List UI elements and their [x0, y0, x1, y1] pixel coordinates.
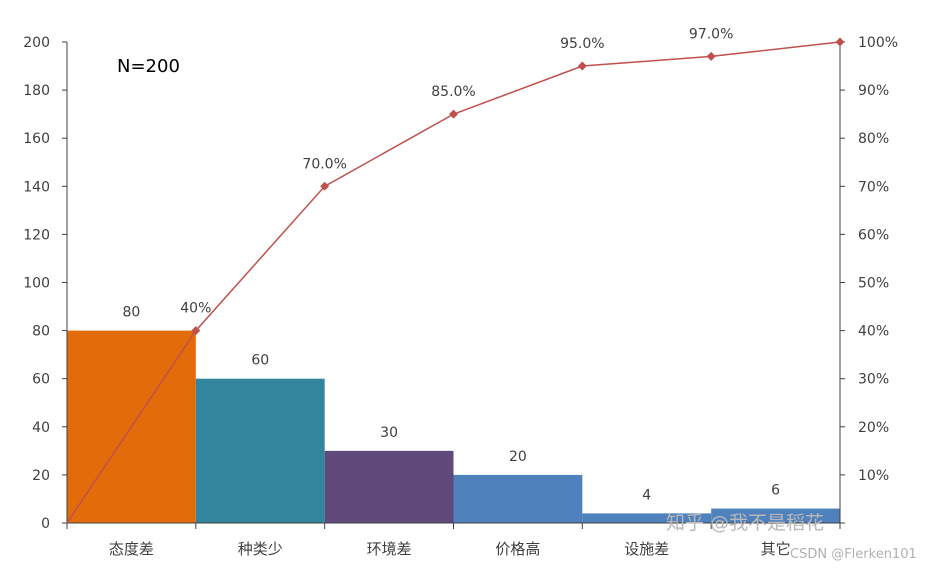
watermark-zhihu: 知乎 @我不是稻花	[666, 512, 824, 534]
bar-2	[195, 378, 325, 523]
right-tick-label: 60%	[858, 227, 889, 243]
cumulative-layer	[66, 37, 845, 524]
right-tick-label: 70%	[858, 179, 889, 195]
category-label-3: 环境差	[367, 540, 412, 558]
left-tick-label: 160	[23, 131, 50, 147]
bar-3	[324, 450, 454, 523]
cumulative-label-4: 95.0%	[560, 36, 604, 52]
cumulative-point-2	[320, 181, 330, 191]
watermark-csdn: CSDN @Flerken101	[790, 547, 917, 562]
category-label-4: 价格高	[495, 540, 540, 558]
left-tick-label: 140	[23, 179, 50, 195]
left-tick-label: 20	[32, 468, 50, 484]
left-tick-label: 0	[41, 516, 50, 532]
cumulative-label-2: 70.0%	[302, 156, 346, 172]
left-tick-label: 180	[23, 83, 50, 99]
cumulative-point-1	[191, 326, 201, 336]
bar-value-label-1: 80	[123, 305, 141, 321]
right-tick-label: 100%	[858, 35, 898, 51]
cumulative-point-5	[706, 51, 716, 61]
bar-value-label-5: 4	[642, 487, 651, 503]
right-tick-label: 10%	[858, 468, 889, 484]
cumulative-point-4	[577, 61, 587, 71]
category-label-1: 态度差	[109, 540, 154, 558]
left-tick-label: 40	[32, 420, 50, 436]
cumulative-label-1: 40%	[180, 301, 211, 317]
right-tick-label: 50%	[858, 276, 889, 292]
left-tick-label: 80	[32, 324, 50, 340]
cumulative-label-3: 85.0%	[431, 84, 475, 100]
bar-value-label-2: 60	[251, 353, 269, 369]
cumulative-point-6	[835, 37, 845, 47]
bar-value-label-4: 20	[509, 449, 527, 465]
left-tick-label: 120	[23, 227, 50, 243]
bar-value-label-3: 30	[380, 425, 398, 441]
bar-6	[711, 508, 840, 523]
right-tick-label: 20%	[858, 420, 889, 436]
category-label-5: 设施差	[624, 540, 669, 558]
right-tick-label: 30%	[858, 372, 889, 388]
cumulative-label-5: 97.0%	[689, 26, 733, 42]
right-tick-label: 90%	[858, 83, 889, 99]
bars-layer	[67, 330, 840, 523]
axes-layer: 0 20 40 60 80 100 120 140 160 180 200 10% 20% 30% 40% 5…	[23, 35, 898, 532]
left-tick-label: 100	[23, 276, 50, 292]
left-tick-label: 200	[23, 35, 50, 51]
category-label-6: 其它	[761, 540, 791, 558]
right-tick-label: 40%	[858, 324, 889, 340]
labels-layer: 80 态度差 60 种类少 30 环境差 20 价格高 4 设施差 6 其它 40% 70.0% 85.0%…	[109, 26, 791, 558]
left-tick-label: 60	[32, 372, 50, 388]
bar-4	[453, 474, 583, 523]
category-label-2: 种类少	[238, 540, 283, 558]
sample-size-annotation: N=200	[117, 56, 180, 77]
right-tick-label: 80%	[858, 131, 889, 147]
bar-value-label-6: 6	[771, 483, 780, 499]
cumulative-point-3	[449, 109, 458, 119]
bar-5	[582, 513, 712, 523]
